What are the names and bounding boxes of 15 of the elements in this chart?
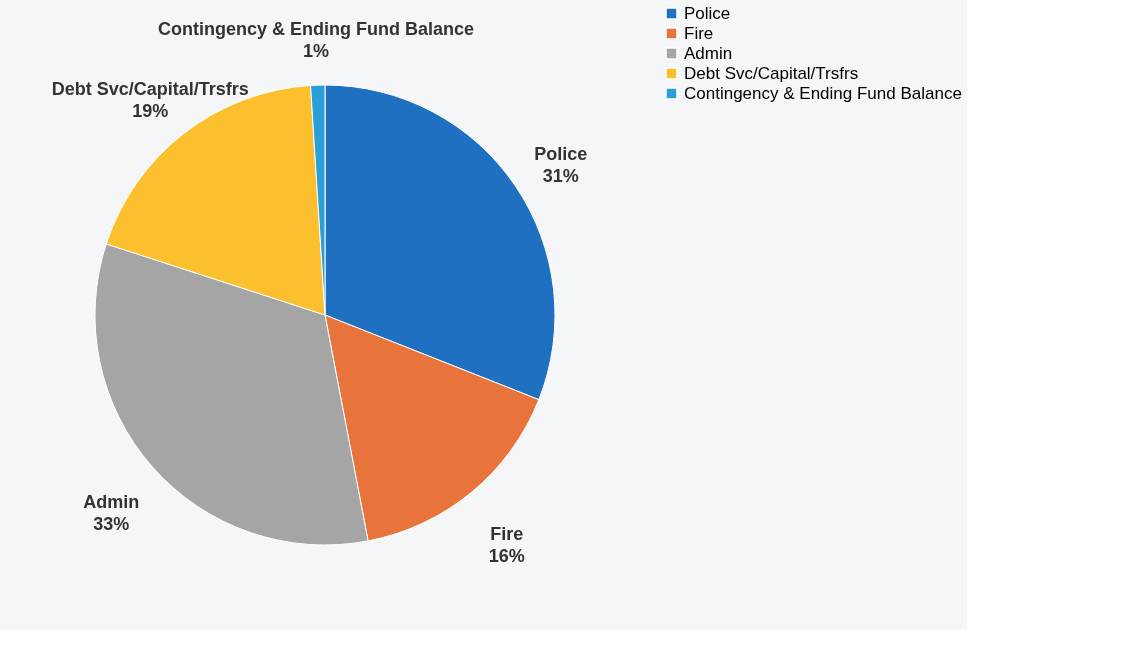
data-label: 31% — [542, 165, 579, 186]
data-label: 33% — [93, 514, 130, 535]
slice-label: Police — [534, 143, 588, 164]
slice-label: Fire — [490, 523, 524, 544]
legend-label: Fire — [684, 23, 714, 43]
legend-label: Police — [684, 3, 731, 23]
data-label: 19% — [132, 100, 169, 121]
legend-label: Debt Svc/Capital/Trsfrs — [684, 63, 859, 83]
slice-label: Contingency & Ending Fund Balance — [158, 19, 475, 40]
legend-label: Contingency & Ending Fund Balance — [684, 83, 962, 103]
slice-label: Admin — [83, 492, 140, 513]
data-label: 1% — [303, 41, 330, 62]
legend-label: Admin — [684, 43, 733, 63]
data-label: 16% — [488, 545, 525, 566]
slice-label: Debt Svc/Capital/Trsfrs — [51, 78, 249, 99]
